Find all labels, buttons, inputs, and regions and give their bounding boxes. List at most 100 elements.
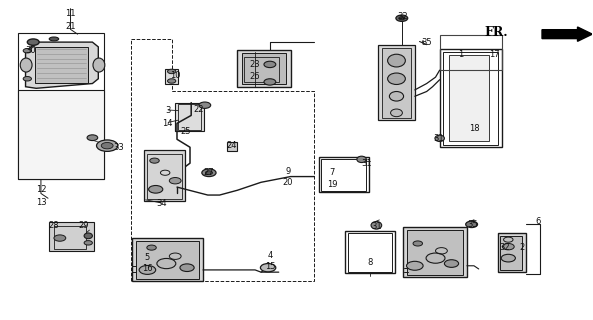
- Ellipse shape: [168, 69, 176, 74]
- Text: 31: 31: [433, 134, 444, 143]
- Ellipse shape: [435, 135, 444, 141]
- Text: 27: 27: [203, 168, 214, 177]
- Text: 7: 7: [329, 168, 334, 177]
- Ellipse shape: [23, 76, 31, 81]
- Text: 31: 31: [371, 222, 382, 231]
- Ellipse shape: [147, 245, 157, 250]
- Text: 35: 35: [422, 38, 432, 47]
- Text: 29: 29: [78, 221, 89, 230]
- Ellipse shape: [413, 241, 423, 246]
- Ellipse shape: [501, 254, 515, 262]
- Ellipse shape: [168, 79, 176, 83]
- Text: 30: 30: [25, 45, 36, 55]
- Bar: [136, 241, 199, 278]
- Text: 14: 14: [162, 119, 173, 128]
- Ellipse shape: [260, 264, 276, 272]
- Bar: [227, 141, 237, 151]
- Bar: [345, 231, 396, 273]
- Text: 13: 13: [36, 197, 46, 206]
- Bar: [403, 227, 467, 277]
- Ellipse shape: [444, 260, 458, 268]
- Bar: [144, 150, 185, 201]
- Ellipse shape: [170, 178, 181, 184]
- Text: FR.: FR.: [484, 26, 508, 39]
- Ellipse shape: [502, 244, 514, 250]
- Ellipse shape: [399, 17, 405, 20]
- Text: 12: 12: [36, 185, 46, 194]
- Ellipse shape: [54, 235, 66, 241]
- Ellipse shape: [388, 73, 406, 84]
- Text: 15: 15: [264, 262, 275, 271]
- Bar: [321, 159, 366, 191]
- Text: 32: 32: [398, 12, 409, 21]
- Ellipse shape: [84, 233, 93, 239]
- Ellipse shape: [396, 15, 408, 21]
- Bar: [378, 45, 415, 120]
- Ellipse shape: [264, 79, 276, 85]
- Bar: [244, 57, 279, 82]
- Text: 11: 11: [65, 9, 76, 18]
- Text: 9: 9: [285, 167, 290, 176]
- Text: 5: 5: [145, 253, 150, 262]
- Text: 34: 34: [157, 198, 167, 207]
- Ellipse shape: [87, 135, 98, 140]
- Ellipse shape: [391, 109, 403, 117]
- Bar: [175, 103, 203, 131]
- Ellipse shape: [150, 158, 160, 163]
- Bar: [500, 236, 522, 270]
- Text: 26: 26: [250, 72, 260, 81]
- Bar: [449, 55, 489, 141]
- Ellipse shape: [426, 253, 445, 263]
- Ellipse shape: [84, 241, 93, 245]
- Ellipse shape: [202, 169, 216, 177]
- Ellipse shape: [49, 37, 59, 41]
- Bar: [175, 121, 187, 131]
- Text: 24: 24: [226, 141, 237, 150]
- Ellipse shape: [407, 261, 423, 270]
- Bar: [18, 90, 104, 179]
- Polygon shape: [25, 42, 98, 88]
- Ellipse shape: [205, 171, 212, 175]
- Bar: [132, 238, 203, 281]
- Bar: [242, 53, 286, 84]
- Text: 2: 2: [520, 243, 525, 252]
- Ellipse shape: [23, 49, 31, 53]
- Text: 22: 22: [194, 105, 204, 114]
- Text: 23: 23: [250, 60, 260, 69]
- Text: 10: 10: [170, 71, 180, 80]
- Bar: [319, 157, 369, 193]
- Ellipse shape: [199, 102, 211, 108]
- Text: 17: 17: [489, 50, 500, 59]
- Ellipse shape: [180, 264, 194, 271]
- Ellipse shape: [157, 259, 176, 269]
- Ellipse shape: [357, 156, 366, 163]
- Bar: [18, 33, 104, 179]
- Text: 4: 4: [267, 251, 273, 260]
- Text: 32: 32: [499, 243, 510, 252]
- Text: 35: 35: [467, 220, 478, 229]
- Ellipse shape: [139, 266, 156, 274]
- Ellipse shape: [149, 186, 163, 193]
- Ellipse shape: [27, 39, 39, 45]
- Text: 31: 31: [361, 159, 372, 168]
- Ellipse shape: [264, 61, 276, 68]
- Bar: [382, 48, 411, 118]
- Bar: [54, 226, 87, 249]
- Bar: [439, 50, 502, 147]
- Text: 8: 8: [368, 258, 373, 267]
- Ellipse shape: [371, 221, 382, 229]
- Bar: [178, 104, 200, 130]
- Text: 28: 28: [49, 221, 59, 230]
- Text: 16: 16: [142, 264, 153, 273]
- Bar: [49, 222, 94, 251]
- Text: 6: 6: [535, 217, 541, 226]
- Text: 1: 1: [458, 50, 464, 59]
- Bar: [348, 233, 392, 271]
- Ellipse shape: [101, 142, 113, 149]
- Text: 18: 18: [468, 124, 479, 133]
- Text: 3: 3: [165, 106, 170, 115]
- Ellipse shape: [390, 92, 404, 101]
- Bar: [443, 52, 498, 145]
- Bar: [148, 154, 181, 199]
- Text: 21: 21: [65, 22, 76, 31]
